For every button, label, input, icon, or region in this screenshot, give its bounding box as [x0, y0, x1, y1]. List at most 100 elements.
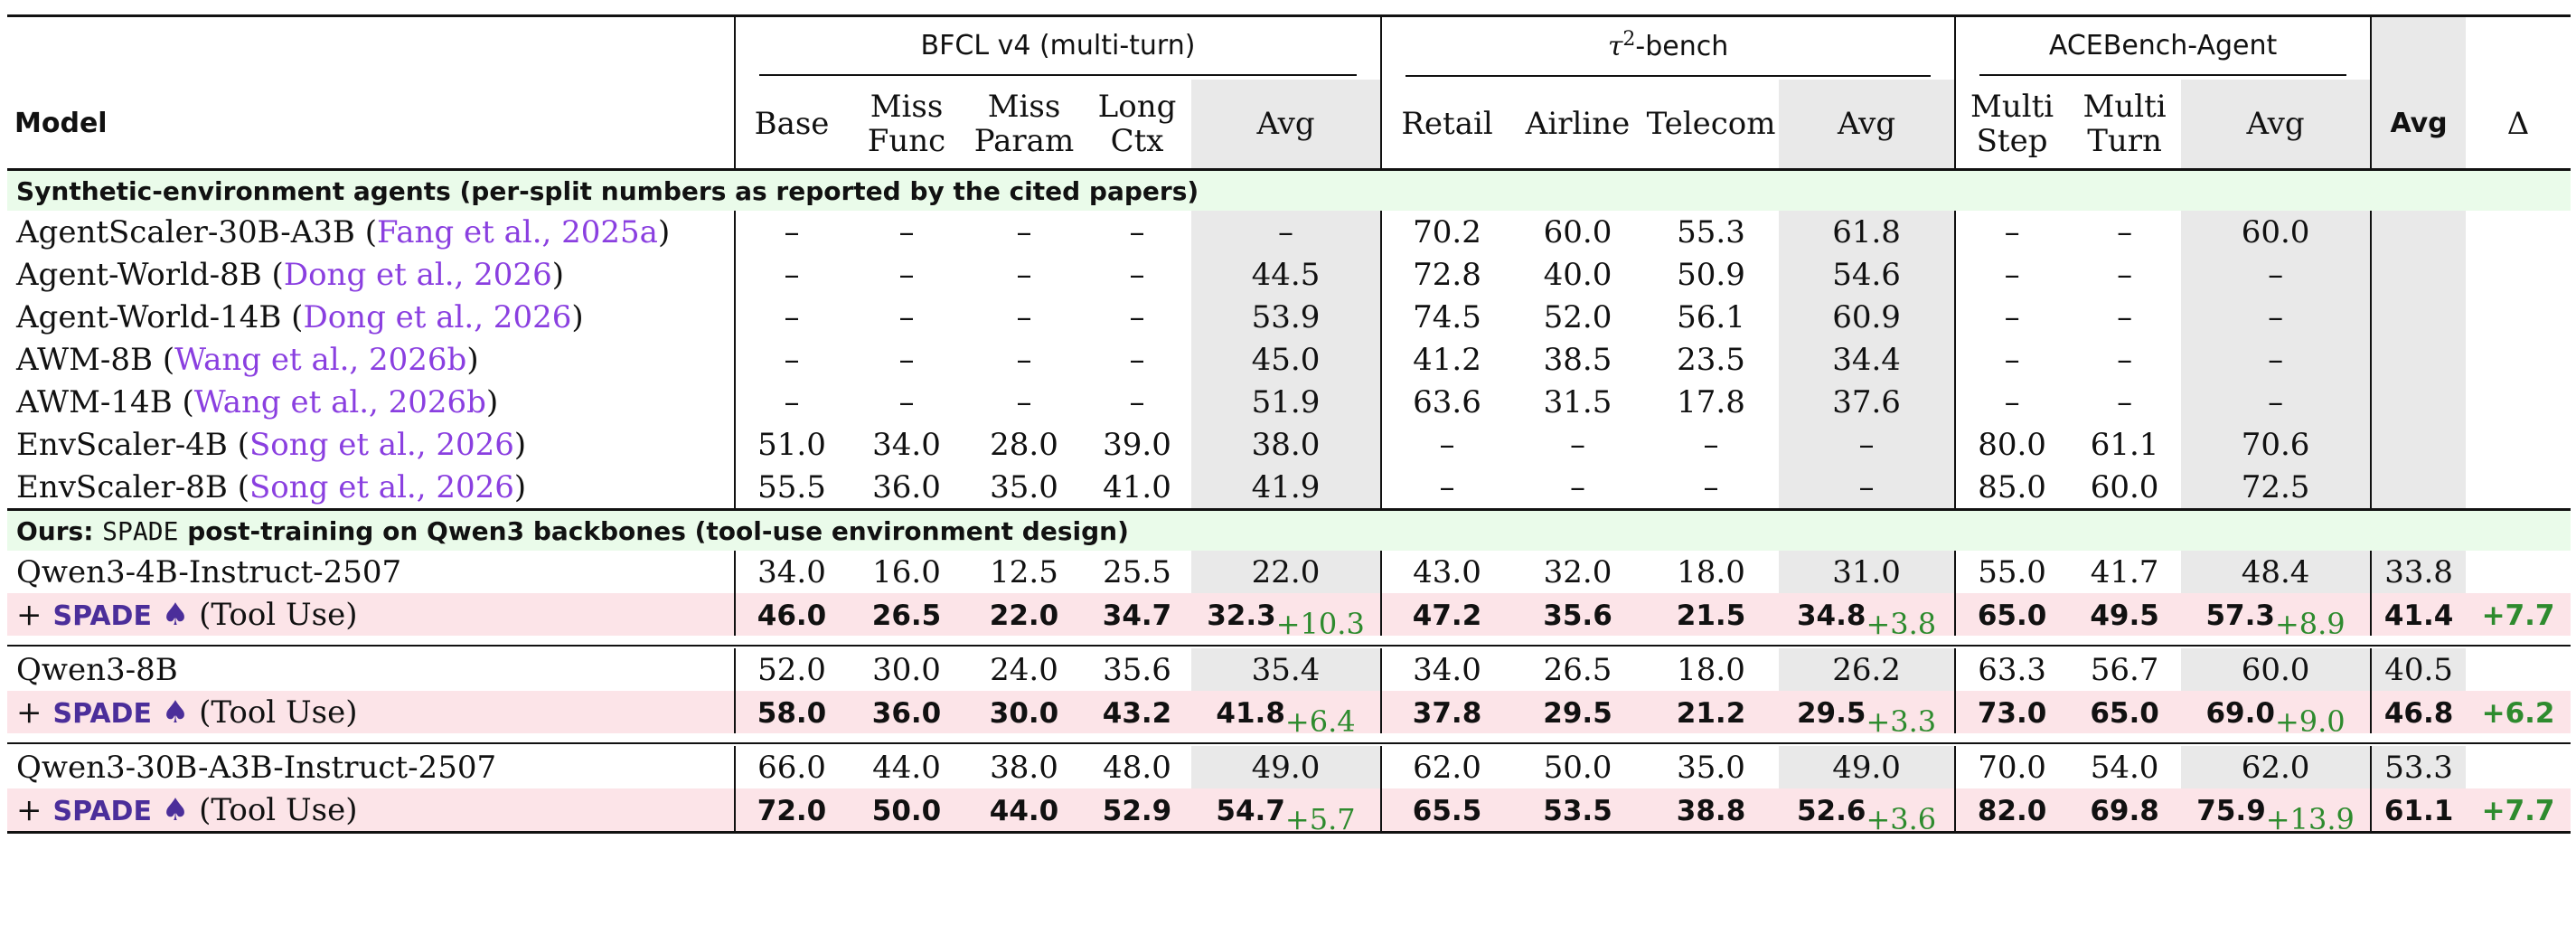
table-cell: 34.0 — [872, 426, 941, 463]
spade-label: SPADE — [52, 795, 152, 827]
cell-value: 36.0 — [871, 696, 942, 730]
overall-avg-empty — [2370, 338, 2467, 381]
table-cell: 17.8 — [1677, 383, 1745, 420]
delta-text: +7.7 — [2481, 599, 2555, 632]
table-cell: – — [1779, 423, 1956, 466]
table-cell: – — [898, 298, 915, 335]
group-divider — [7, 645, 2571, 648]
table-cell: 53.9 — [1191, 296, 1382, 338]
overall-avg: 41.4 — [2370, 593, 2467, 636]
table-cell: 56.1 — [1677, 298, 1745, 335]
group-delta-blank — [2466, 16, 2571, 80]
spade-row: + SPADE ♠ (Tool Use) 58.0 36.0 30.0 43.2 41.8+… — [7, 691, 2571, 739]
gain-value: +10.3 — [1275, 606, 1365, 641]
table-cell: 54.6 — [1779, 253, 1956, 296]
table-cell: – — [898, 213, 915, 250]
citation-link[interactable]: Song et al., 2026 — [249, 426, 514, 463]
table-cell: 18.0 — [1677, 651, 1745, 688]
citation-link[interactable]: Fang et al., 2025a — [376, 213, 658, 250]
table-cell: 41.9 — [1191, 466, 1382, 510]
table-cell: 41.2 — [1380, 338, 1513, 381]
table-cell: – — [1380, 466, 1513, 510]
gain-value: +9.0 — [2274, 703, 2346, 739]
avg-with-gain: 52.6+3.6 — [1779, 788, 1956, 836]
col-tau-airline: Airline — [1525, 105, 1631, 142]
model-column-header: Model — [14, 107, 108, 139]
table-cell: 52.0 — [1543, 298, 1612, 335]
table-cell: 72.5 — [2181, 466, 2372, 510]
group-ace: ACEBench-Agent — [1954, 15, 2372, 80]
table-cell: 82.0 — [1954, 788, 2069, 834]
table-cell: – — [734, 338, 848, 381]
table-cell: – — [1016, 213, 1032, 250]
avg-with-gain: 41.8+6.4 — [1191, 691, 1382, 739]
table-cell: 63.6 — [1380, 381, 1513, 423]
table-cell: 49.5 — [2068, 593, 2182, 636]
table-cell: – — [1016, 256, 1032, 293]
table-cell: – — [2181, 296, 2372, 338]
table-cell: – — [734, 253, 848, 296]
table-cell: 12.5 — [990, 553, 1058, 590]
citation-link[interactable]: Wang et al., 2026b — [193, 383, 486, 420]
cell-value: 43.2 — [1102, 696, 1172, 730]
table-cell: 85.0 — [1954, 466, 2069, 510]
cell-value: 35.6 — [1543, 599, 1612, 632]
table-cell: 34.0 — [1380, 648, 1513, 691]
cell-value: 46.0 — [757, 599, 827, 632]
table-cell: 41.7 — [2090, 553, 2159, 590]
gain-value: +8.9 — [2274, 606, 2346, 641]
table-cell: 36.0 — [872, 468, 941, 505]
table-cell: 21.2 — [1643, 691, 1780, 733]
col-bfcl-avg: Avg — [1191, 79, 1382, 170]
col-bfcl-base: Base — [734, 79, 848, 170]
table-cell: – — [1954, 253, 2069, 296]
overall-avg-empty — [2370, 211, 2467, 253]
citation-link[interactable]: Dong et al., 2026 — [303, 298, 572, 335]
table-cell: – — [898, 383, 915, 420]
table-cell: 52.9 — [1083, 788, 1191, 834]
table-row: Agent-World-8B (Dong et al., 2026) – – – –44… — [7, 253, 2571, 296]
table-cell: – — [1129, 256, 1145, 293]
table-cell: 43.0 — [1380, 551, 1513, 593]
model-name: AWM-8B (Wang et al., 2026b) — [7, 338, 735, 381]
model-label: AWM-14B ( — [16, 383, 194, 420]
overall-avg-empty — [2370, 253, 2467, 296]
table-cell: 21.5 — [1643, 593, 1780, 636]
section-prefix: Ours: — [16, 515, 103, 546]
model-name: EnvScaler-8B (Song et al., 2026) — [7, 466, 735, 510]
model-label: AgentScaler-30B-A3B ( — [16, 213, 377, 250]
col-bfcl-miss-func: Miss Func — [867, 88, 946, 159]
table-cell: 60.0 — [1543, 213, 1612, 250]
col-ace-multi-turn: Multi Turn — [2082, 88, 2167, 159]
table-cell: 38.0 — [990, 749, 1058, 786]
table-cell: – — [2181, 381, 2372, 423]
table-cell: – — [1703, 426, 1719, 463]
spade-model-name: + SPADE ♠ (Tool Use) — [7, 593, 735, 636]
table-cell: 46.0 — [734, 593, 848, 636]
table-cell: 28.0 — [990, 426, 1058, 463]
table-cell: 34.4 — [1779, 338, 1956, 381]
table-row: AgentScaler-30B-A3B (Fang et al., 2025a)… — [7, 211, 2571, 253]
table-cell: 39.0 — [1103, 426, 1171, 463]
table-cell: 55.0 — [1954, 551, 2069, 593]
table-cell: 44.0 — [872, 749, 941, 786]
spade-suffix: (Tool Use) — [199, 596, 358, 633]
delta-value: +7.7 — [2466, 593, 2571, 636]
table-cell: 35.0 — [1677, 749, 1745, 786]
table-cell: 55.3 — [1677, 213, 1745, 250]
citation-link[interactable]: Song et al., 2026 — [249, 468, 514, 505]
table-cell: 45.0 — [1191, 338, 1382, 381]
gain-value: +6.4 — [1284, 703, 1356, 739]
overall-avg: 40.5 — [2370, 648, 2467, 691]
table-cell: 44.0 — [965, 788, 1083, 834]
citation-link[interactable]: Wang et al., 2026b — [174, 341, 467, 378]
gain-value: +5.7 — [1284, 801, 1356, 836]
avg-value: 41.8 — [1216, 696, 1285, 730]
spade-icon: ♠ — [161, 694, 190, 731]
citation-link[interactable]: Dong et al., 2026 — [283, 256, 552, 293]
table-cell: – — [1129, 298, 1145, 335]
overall-avg-value: 61.1 — [2383, 794, 2454, 827]
overall-avg: 46.8 — [2370, 691, 2467, 733]
spade-icon: ♠ — [161, 791, 190, 828]
spade-suffix: (Tool Use) — [199, 694, 358, 731]
